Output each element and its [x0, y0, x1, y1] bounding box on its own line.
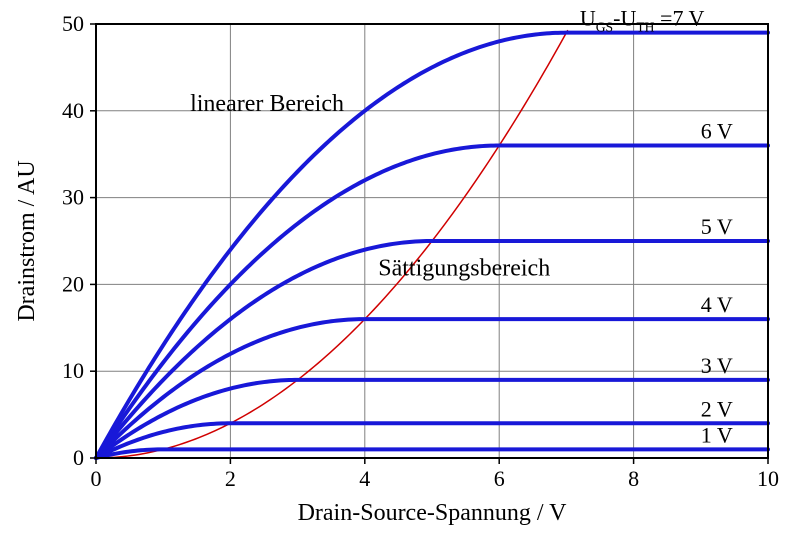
- series-label: 3 V: [701, 353, 733, 378]
- x-axis-label: Drain-Source-Spannung / V: [298, 500, 568, 526]
- y-tick-label: 50: [62, 11, 84, 36]
- series-label: 5 V: [701, 214, 733, 239]
- series-label: 6 V: [701, 119, 733, 144]
- x-tick-label: 4: [359, 466, 370, 491]
- x-tick-label: 10: [757, 466, 779, 491]
- x-tick-label: 6: [494, 466, 505, 491]
- x-tick-label: 8: [628, 466, 639, 491]
- y-tick-label: 0: [73, 445, 84, 470]
- y-tick-label: 30: [62, 185, 84, 210]
- series-label: 4 V: [701, 292, 733, 317]
- x-tick-label: 0: [91, 466, 102, 491]
- linear-region-label: linearer Bereich: [190, 91, 344, 117]
- series-label: 1 V: [701, 422, 733, 447]
- mosfet-iv-chart: 0 2 4 6 8 10 0 10 20 30 40 50 Drain-Source-Spannung …: [0, 0, 800, 538]
- y-tick-label: 20: [62, 271, 84, 296]
- y-axis-label: Drainstrom / AU: [14, 160, 40, 321]
- saturation-region-label: Sättigungsbereich: [378, 256, 550, 282]
- x-tick-label: 2: [225, 466, 236, 491]
- chart-svg: 0 2 4 6 8 10 0 10 20 30 40 50 Drain-Source-Spannung …: [0, 0, 800, 538]
- series-label: 2 V: [701, 396, 733, 421]
- y-tick-label: 10: [62, 358, 84, 383]
- y-tick-label: 40: [62, 98, 84, 123]
